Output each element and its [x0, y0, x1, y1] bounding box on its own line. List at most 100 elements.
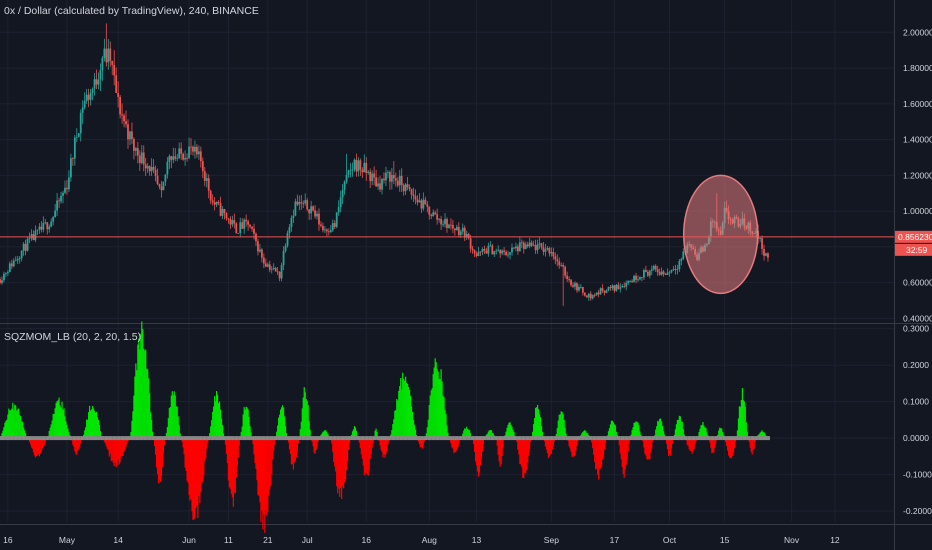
- candle-body: [487, 245, 490, 254]
- candle-body: [351, 169, 354, 171]
- momentum-bar: [517, 438, 519, 450]
- momentum-bar: [597, 438, 599, 475]
- candle-body: [532, 245, 535, 246]
- candle-body: [239, 222, 242, 233]
- candle-body: [641, 277, 643, 278]
- momentum-bar: [237, 438, 239, 458]
- momentum-bar: [36, 438, 39, 456]
- candle-body: [383, 178, 385, 181]
- squeeze-dot: [96, 436, 101, 441]
- squeeze-dot: [446, 436, 451, 441]
- momentum-bar: [434, 358, 436, 439]
- momentum-bar: [658, 421, 660, 439]
- momentum-bar: [462, 433, 464, 439]
- squeeze-dot: [596, 436, 601, 441]
- momentum-bar: [199, 438, 201, 504]
- squeeze-dot: [730, 436, 735, 441]
- momentum-bar: [736, 430, 739, 439]
- momentum-bar: [147, 369, 149, 439]
- momentum-bar: [15, 405, 17, 439]
- momentum-bar: [583, 430, 585, 439]
- squeeze-dot: [135, 436, 140, 441]
- candle-body: [99, 70, 102, 80]
- momentum-bar: [743, 401, 745, 439]
- momentum-bar: [396, 399, 398, 439]
- squeeze-dot: [175, 436, 180, 441]
- momentum-bar: [4, 422, 6, 439]
- candle-body: [44, 222, 47, 224]
- squeeze-dot: [679, 436, 684, 441]
- momentum-bar: [746, 431, 748, 439]
- candle-body: [207, 178, 210, 191]
- momentum-bar: [32, 438, 35, 453]
- momentum-bar: [297, 438, 299, 444]
- momentum-bar: [207, 438, 209, 444]
- squeeze-dot: [218, 436, 223, 441]
- squeeze-dot: [313, 436, 318, 441]
- momentum-bar: [335, 438, 337, 472]
- candle-body: [528, 242, 531, 247]
- candle-body: [345, 174, 348, 182]
- candle-body: [450, 224, 452, 226]
- candle-body: [648, 270, 651, 276]
- momentum-bar: [634, 422, 636, 439]
- squeeze-dot: [1, 436, 6, 441]
- candle-body: [241, 222, 244, 229]
- candle-body: [298, 202, 301, 205]
- momentum-bar: [142, 328, 144, 439]
- candle-body: [580, 286, 582, 288]
- candle-body: [576, 283, 578, 291]
- time-axis-label: 16: [362, 535, 372, 545]
- momentum-bar: [179, 433, 181, 439]
- momentum-bar: [393, 419, 395, 439]
- momentum-bar: [492, 433, 494, 439]
- countdown-tag: [895, 243, 932, 256]
- candle-body: [1, 280, 3, 283]
- candle-body: [87, 94, 90, 100]
- momentum-bar: [272, 438, 274, 459]
- squeeze-dot: [340, 436, 345, 441]
- candle-body: [625, 282, 628, 287]
- squeeze-dot: [17, 436, 22, 441]
- momentum-bar: [259, 438, 261, 503]
- squeeze-dot: [127, 436, 132, 441]
- momentum-bar: [374, 430, 376, 439]
- momentum-bar: [702, 421, 704, 439]
- momentum-bar: [354, 427, 357, 439]
- momentum-bar: [452, 438, 454, 449]
- candle-body: [24, 243, 27, 251]
- momentum-bar: [420, 438, 423, 448]
- momentum-bar: [665, 438, 668, 444]
- momentum-bar: [264, 438, 266, 533]
- momentum-bar: [144, 350, 146, 439]
- momentum-bar: [525, 438, 527, 473]
- candle-body: [22, 243, 25, 251]
- squeeze-dot: [190, 436, 195, 441]
- candle-body: [314, 210, 316, 217]
- momentum-bar: [61, 401, 63, 439]
- momentum-bar: [313, 438, 315, 453]
- momentum-bar: [87, 419, 89, 439]
- squeeze-dot: [762, 436, 767, 441]
- momentum-bar: [638, 425, 640, 439]
- candle-body: [249, 224, 251, 227]
- candle-body: [318, 213, 320, 225]
- momentum-bar: [193, 438, 195, 520]
- highlight-ellipse: [682, 174, 759, 295]
- candle-body: [26, 238, 29, 251]
- momentum-bar: [609, 424, 612, 439]
- momentum-bar: [336, 438, 338, 487]
- momentum-bar: [370, 438, 372, 455]
- momentum-bar: [557, 420, 559, 439]
- momentum-bar: [240, 431, 242, 439]
- momentum-bar: [444, 409, 446, 439]
- momentum-bar: [678, 415, 680, 439]
- momentum-bar: [238, 438, 240, 446]
- momentum-bar: [106, 438, 108, 449]
- candle-body: [767, 253, 769, 258]
- squeeze-dot: [305, 436, 310, 441]
- squeeze-dot: [29, 436, 34, 441]
- momentum-bar: [550, 438, 552, 454]
- momentum-bar: [612, 422, 614, 439]
- candle-body: [396, 180, 399, 186]
